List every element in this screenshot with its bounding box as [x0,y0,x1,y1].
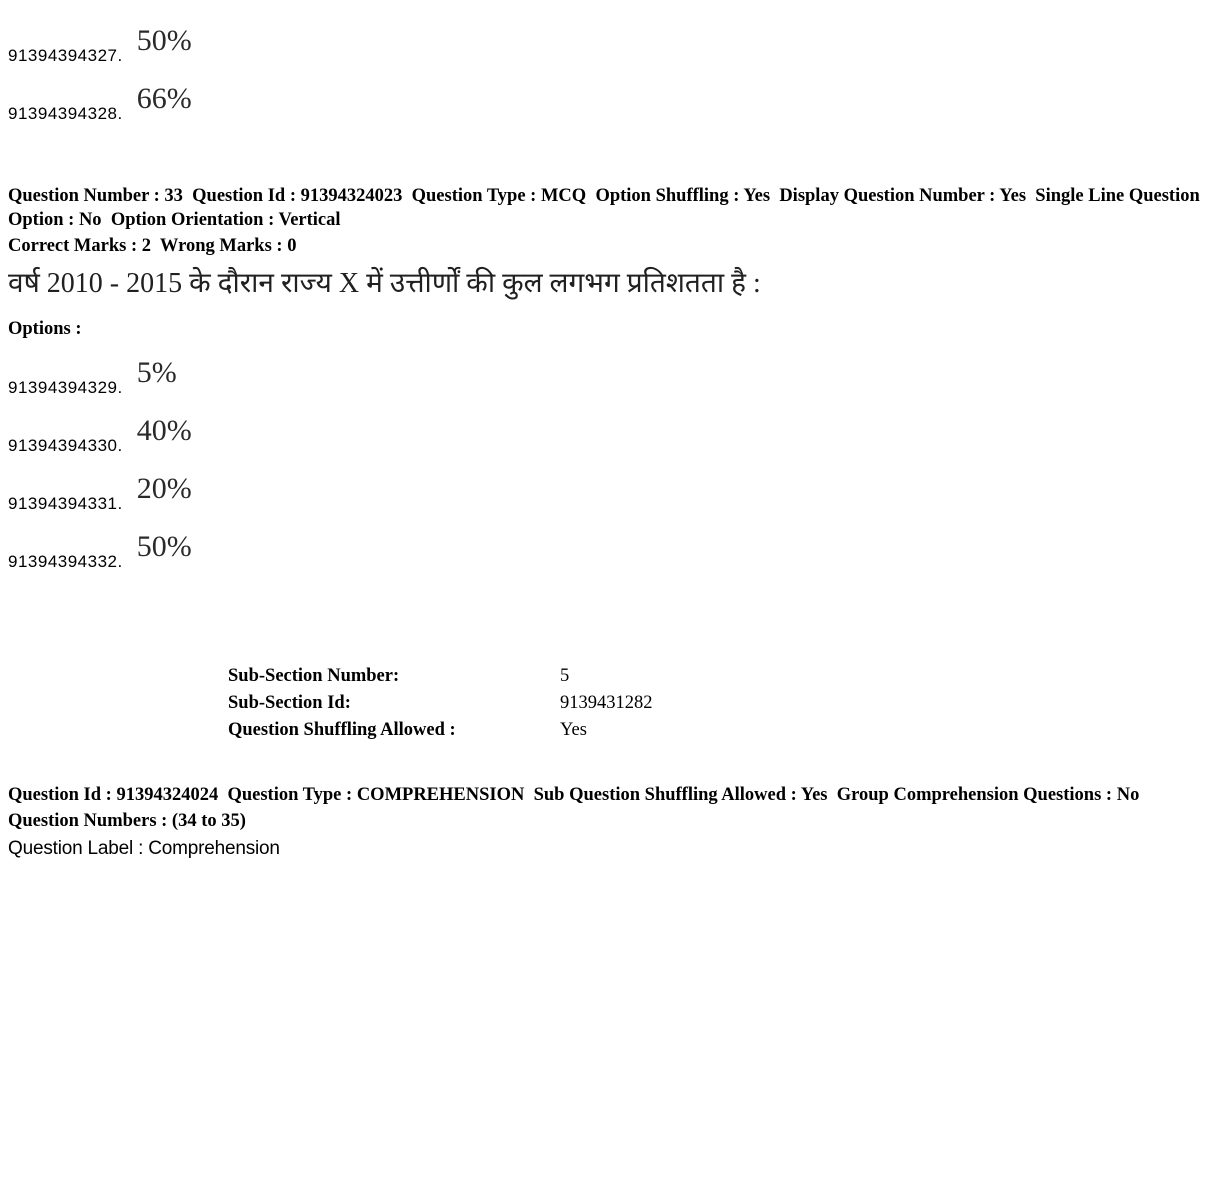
prior-options-block: 91394394327. 50% 91394394328. 66% [8,36,1216,124]
option-row: 91394394327. 50% [8,36,1216,66]
option-row: 91394394332. 50% [8,542,1216,572]
marks-line: Correct Marks : 2 Wrong Marks : 0 [8,236,1216,257]
wrong-marks-value: 0 [287,236,296,256]
option-id: 91394394329. [8,378,123,398]
question-shuffling-value: Yes [560,718,653,743]
option-value: 20% [137,474,192,504]
meta-label: Question Number : [8,186,160,206]
correct-marks-label: Correct Marks : [8,236,137,256]
question-33-meta: Question Number : 33 Question Id : 91394… [8,184,1216,232]
option-id: 91394394327. [8,46,123,66]
meta-value: 33 [164,186,183,206]
meta-value: 91394324024 [116,785,218,805]
option-value: 50% [137,26,192,56]
question-numbers: Question Numbers : (34 to 35) [8,811,1216,832]
sub-section-id-value: 9139431282 [560,691,653,716]
meta-value: Yes [999,186,1026,206]
meta-value: Yes [801,785,828,805]
option-id: 91394394331. [8,494,123,514]
table-row: Question Shuffling Allowed : Yes [228,718,653,743]
table-row: Sub-Section Id: 9139431282 [228,691,653,716]
meta-label: Question Type : [227,785,352,805]
question-33-options: 91394394329. 5% 91394394330. 40% 9139439… [8,368,1216,572]
meta-label: Group Comprehension Questions : [837,785,1112,805]
question-shuffling-label: Question Shuffling Allowed : [228,718,558,743]
sub-section-number-value: 5 [560,664,653,689]
sub-section-id-label: Sub-Section Id: [228,691,558,716]
table-row: Sub-Section Number: 5 [228,664,653,689]
meta-label: Option Orientation : [111,210,274,230]
meta-value: COMPREHENSION [357,785,525,805]
meta-label: Display Question Number : [779,186,995,206]
options-label: Options : [8,319,1216,340]
meta-label: Option Shuffling : [595,186,739,206]
option-row: 91394394330. 40% [8,426,1216,456]
sub-section-table: Sub-Section Number: 5 Sub-Section Id: 91… [226,662,655,745]
meta-label: Question Type : [412,186,537,206]
meta-value: No [1117,785,1140,805]
meta-label: Question Id : [192,186,296,206]
option-id: 91394394328. [8,104,123,124]
option-row: 91394394329. 5% [8,368,1216,398]
correct-marks-value: 2 [142,236,151,256]
wrong-marks-label: Wrong Marks : [160,236,283,256]
option-id: 91394394330. [8,436,123,456]
option-value: 5% [137,358,177,388]
option-value: 66% [137,84,192,114]
option-row: 91394394328. 66% [8,94,1216,124]
meta-value: No [79,210,102,230]
meta-label: Question Id : [8,785,112,805]
option-id: 91394394332. [8,552,123,572]
question-label: Question Label : Comprehension [8,838,1216,860]
option-value: 40% [137,416,192,446]
question-33-text: वर्ष 2010 - 2015 के दौरान राज्य X में उत… [8,263,1216,301]
meta-value: 91394324023 [301,186,403,206]
meta-value: MCQ [541,186,586,206]
meta-label: Sub Question Shuffling Allowed : [534,785,797,805]
option-value: 50% [137,532,192,562]
question-34-meta: Question Id : 91394324024 Question Type … [8,783,1216,807]
meta-value: Vertical [279,210,341,230]
sub-section-number-label: Sub-Section Number: [228,664,558,689]
option-row: 91394394331. 20% [8,484,1216,514]
meta-value: Yes [743,186,770,206]
